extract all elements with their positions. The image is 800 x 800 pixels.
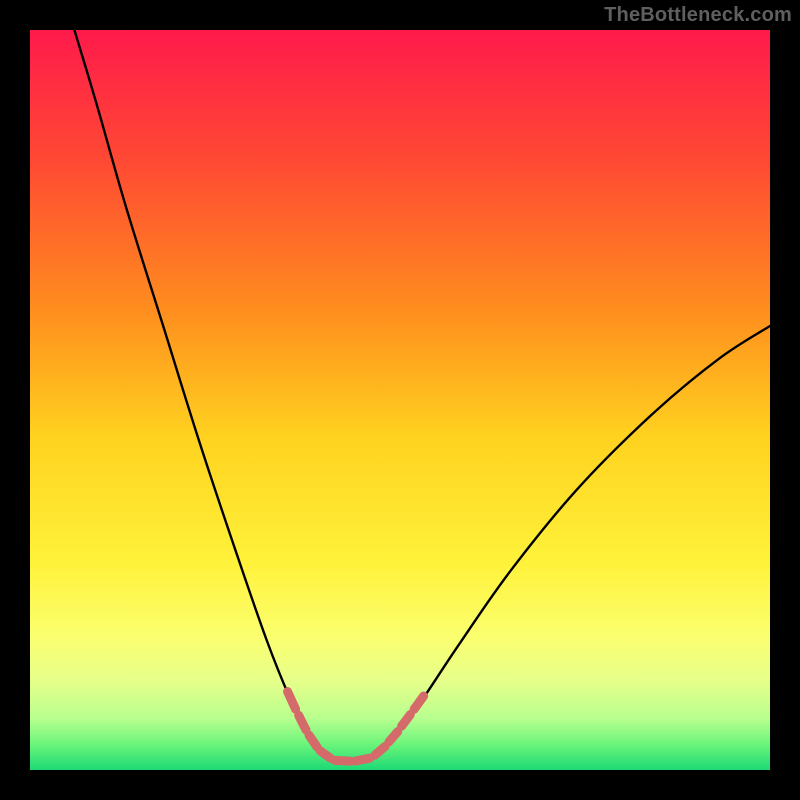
chart-svg [30,30,770,770]
watermark-text: TheBottleneck.com [604,4,792,27]
chart-frame: TheBottleneck.com [0,0,800,800]
chart-plot-area [30,30,770,770]
